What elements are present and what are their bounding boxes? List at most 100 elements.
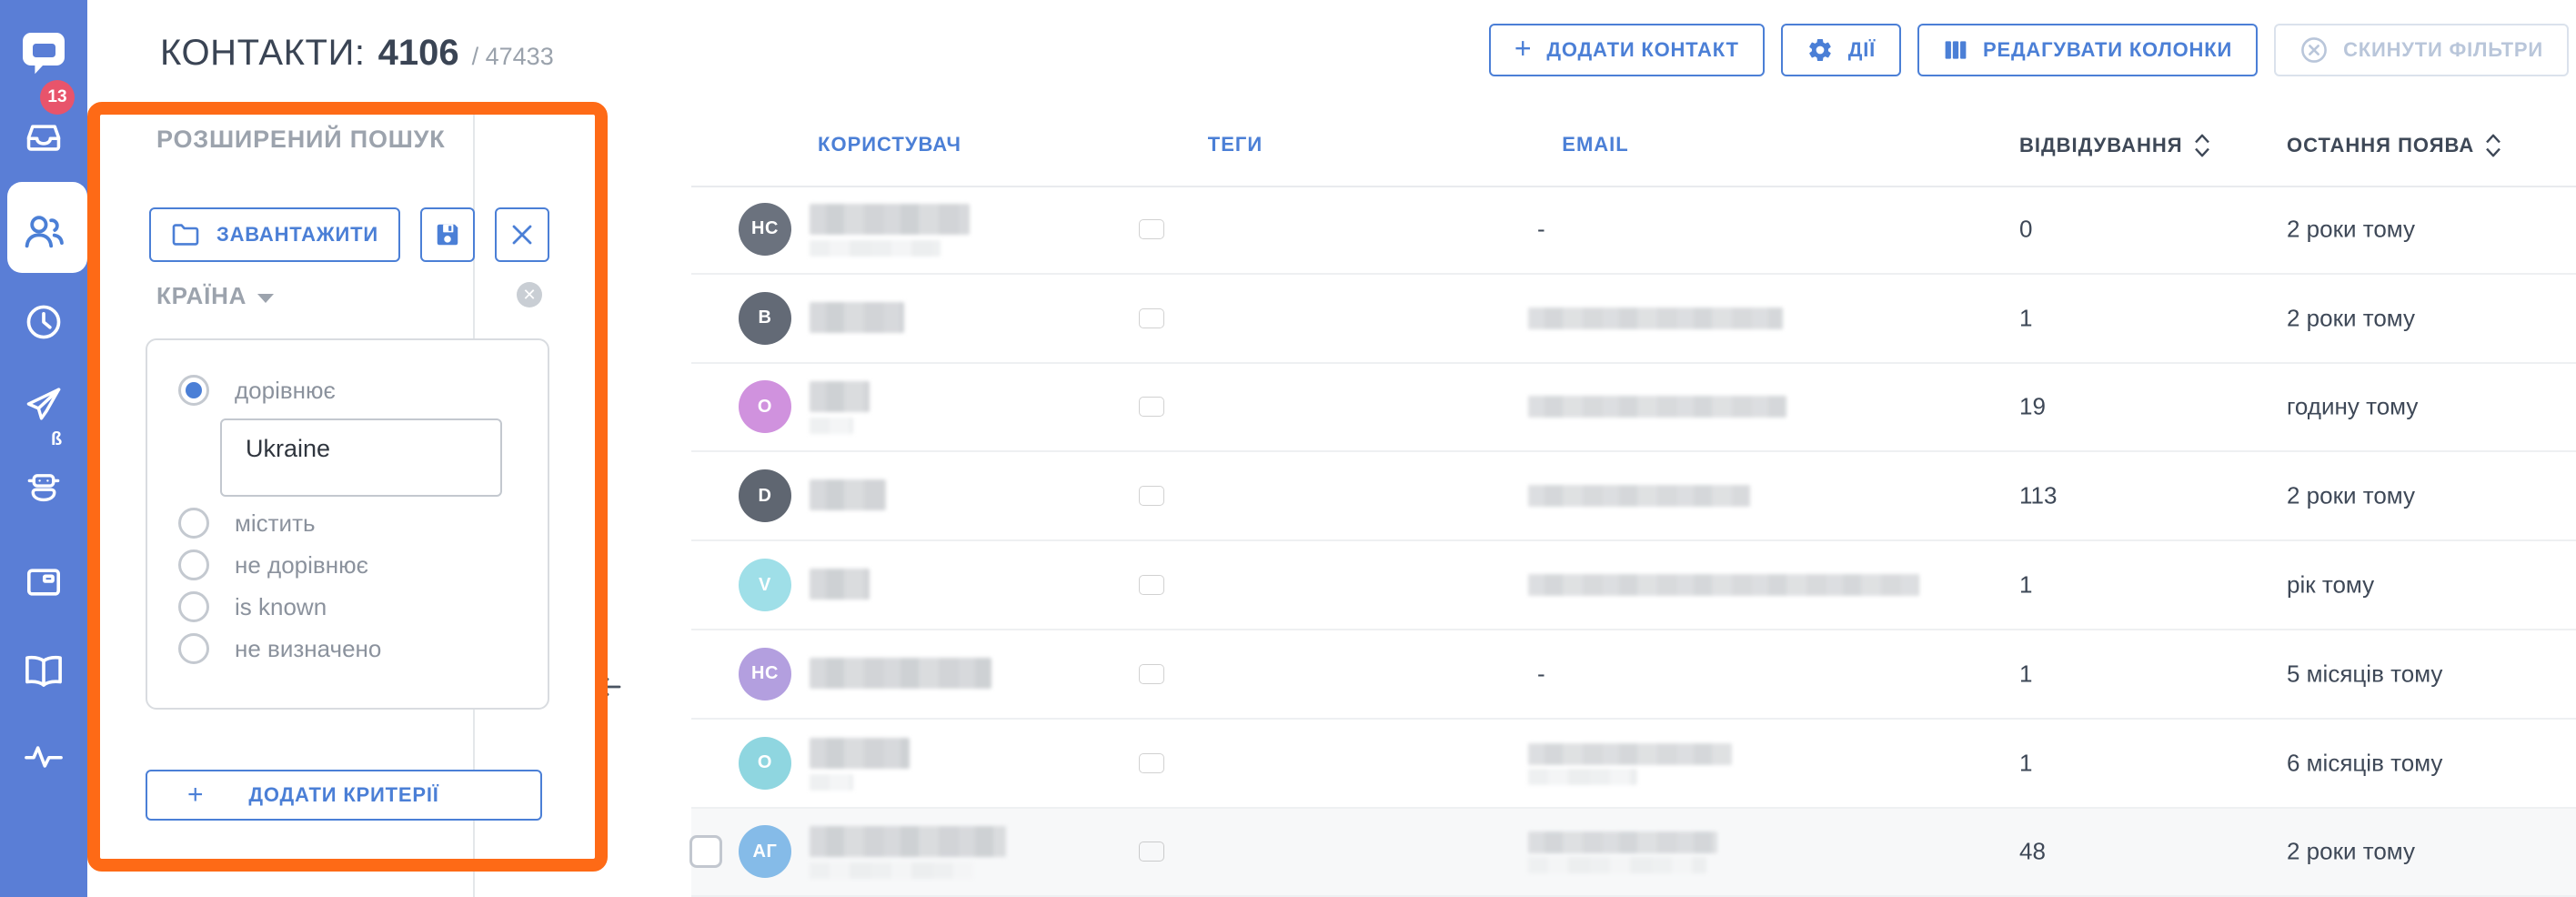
clock-icon — [25, 303, 63, 341]
redacted-email-line2 — [1528, 857, 1706, 874]
beta-label: ß — [51, 429, 63, 449]
table-row[interactable]: B 1 2 роки тому — [691, 275, 2576, 364]
table-row[interactable]: V 1 рік тому — [691, 541, 2576, 630]
radio-unselected[interactable] — [178, 508, 209, 539]
row-checkbox[interactable] — [689, 835, 722, 869]
sidebar-item-history[interactable] — [0, 297, 87, 348]
redacted-name-line2 — [810, 239, 941, 257]
email-empty: - — [1537, 660, 1545, 688]
reset-filters-button[interactable]: СКИНУТИ ФІЛЬТРИ — [2274, 24, 2569, 76]
sidebar-item-knowledge-base[interactable] — [0, 646, 87, 697]
visits-count: 0 — [2019, 215, 2033, 243]
visits-count: 113 — [2019, 481, 2058, 509]
table-row[interactable]: D 113 2 роки тому — [691, 452, 2576, 542]
radio-selected[interactable] — [178, 375, 209, 406]
add-criteria-button[interactable]: + ДОДАТИ КРИТЕРІЇ — [146, 770, 542, 821]
table-header: КОРИСТУВАЧ ТЕГИ EMAIL ВІДВІДУВАННЯ ОСТАННЯ П… — [691, 104, 2576, 187]
ukraine-flag-icon — [1139, 397, 1164, 417]
sidebar: 13 ß — [0, 0, 87, 897]
sort-icon[interactable] — [2194, 133, 2210, 158]
redacted-name-line2 — [810, 418, 853, 435]
column-header-1: КОРИСТУВАЧ — [818, 133, 961, 156]
save-filter-button[interactable] — [420, 207, 475, 262]
column-header-4[interactable]: ВІДВІДУВАННЯ — [2019, 133, 2210, 158]
load-filter-button[interactable]: ЗАВАНТАЖИТИ — [149, 207, 400, 262]
sidebar-item-inbox[interactable]: 13 — [0, 80, 87, 162]
redacted-email — [1528, 742, 1732, 765]
table-body: HC - 0 2 роки тому B 1 2 роки тому O 19 годину то… — [689, 186, 2576, 897]
ukraine-flag-icon — [1139, 842, 1164, 862]
redacted-name — [810, 301, 904, 333]
edit-columns-button[interactable]: РЕДАГУВАТИ КОЛОНКИ — [1917, 24, 2259, 76]
pulse-icon — [24, 744, 64, 770]
chevron-down-icon — [257, 293, 275, 303]
avatar: V — [739, 559, 791, 612]
ukraine-flag-icon — [1139, 308, 1164, 328]
table-row[interactable]: АГ 48 2 роки тому — [689, 808, 2576, 897]
sidebar-item-channels[interactable] — [0, 557, 87, 608]
redacted-name-line2 — [810, 773, 853, 791]
filter-option-2[interactable]: містить — [178, 508, 316, 539]
avatar: B — [739, 291, 791, 345]
table-row[interactable]: O 19 годину тому — [691, 364, 2576, 453]
robot-icon — [24, 468, 64, 508]
clear-filter-icon[interactable]: ✕ — [517, 282, 542, 307]
redacted-email-line2 — [1528, 768, 1637, 785]
top-bar: КОНТАКТИ: 4106 / 47433 + ДОДАТИ КОНТАКТ … — [87, 0, 2576, 104]
avatar: АГ — [739, 825, 791, 879]
sidebar-item-activity[interactable] — [0, 731, 87, 782]
visits-count: 1 — [2019, 660, 2033, 688]
add-contact-button[interactable]: + ДОДАТИ КОНТАКТ — [1488, 24, 1765, 76]
filter-option-1[interactable]: дорівнює — [178, 375, 336, 406]
filter-option-5[interactable]: не визначено — [178, 633, 381, 664]
redacted-name — [810, 479, 886, 511]
country-value-input[interactable] — [220, 418, 502, 497]
sidebar-item-chatbot[interactable]: ß — [0, 429, 87, 513]
collapse-panel-arrow[interactable] — [595, 673, 622, 707]
filtered-count: 4106 — [377, 33, 459, 73]
redacted-name — [810, 737, 910, 769]
filter-field-country[interactable]: КРАЇНА — [156, 282, 275, 310]
redacted-name — [810, 569, 870, 600]
close-filter-button[interactable] — [495, 207, 549, 262]
table-row[interactable]: HC - 0 2 роки тому — [691, 186, 2576, 275]
sidebar-item-campaigns[interactable] — [0, 378, 87, 429]
visits-count: 1 — [2019, 570, 2033, 599]
table-row[interactable]: O 1 6 місяців тому — [691, 720, 2576, 809]
gear-icon — [1806, 36, 1834, 64]
book-icon — [24, 654, 64, 689]
last-seen: 2 роки тому — [2287, 481, 2415, 509]
last-seen: 2 роки тому — [2287, 304, 2415, 332]
redacted-email — [1528, 574, 1919, 597]
table-row[interactable]: HC - 1 5 місяців тому — [691, 630, 2576, 720]
radio-unselected[interactable] — [178, 549, 209, 580]
advanced-search-title: РОЗШИРЕНИЙ ПОШУК — [156, 126, 446, 153]
actions-button[interactable]: ДІЇ — [1780, 24, 1901, 76]
save-icon — [434, 221, 461, 248]
sort-icon[interactable] — [2485, 133, 2501, 158]
last-seen: 2 роки тому — [2287, 215, 2415, 243]
last-seen: 6 місяців тому — [2287, 749, 2443, 777]
sidebar-item-contacts[interactable] — [0, 182, 87, 273]
email-empty: - — [1537, 215, 1545, 243]
radio-unselected[interactable] — [178, 591, 209, 622]
filter-option-4[interactable]: is known — [178, 591, 327, 622]
panel-icon — [25, 566, 63, 599]
redacted-email — [1528, 396, 1786, 418]
visits-count: 1 — [2019, 749, 2033, 777]
avatar: HC — [739, 647, 791, 700]
column-header-5[interactable]: ОСТАННЯ ПОЯВА — [2287, 133, 2501, 158]
column-header-2: ТЕГИ — [1207, 133, 1263, 156]
visits-count: 48 — [2019, 837, 2046, 865]
radio-unselected[interactable] — [178, 633, 209, 664]
total-count: / 47433 — [471, 43, 554, 70]
visits-count: 19 — [2019, 392, 2046, 420]
redacted-name — [810, 381, 870, 413]
redacted-name — [810, 826, 1006, 858]
redacted-name — [810, 203, 970, 235]
page-title: КОНТАКТИ: 4106 / 47433 — [160, 33, 554, 74]
plus-icon: + — [187, 780, 205, 810]
unread-count-badge: 13 — [40, 80, 75, 115]
filter-option-3[interactable]: не дорівнює — [178, 549, 368, 580]
